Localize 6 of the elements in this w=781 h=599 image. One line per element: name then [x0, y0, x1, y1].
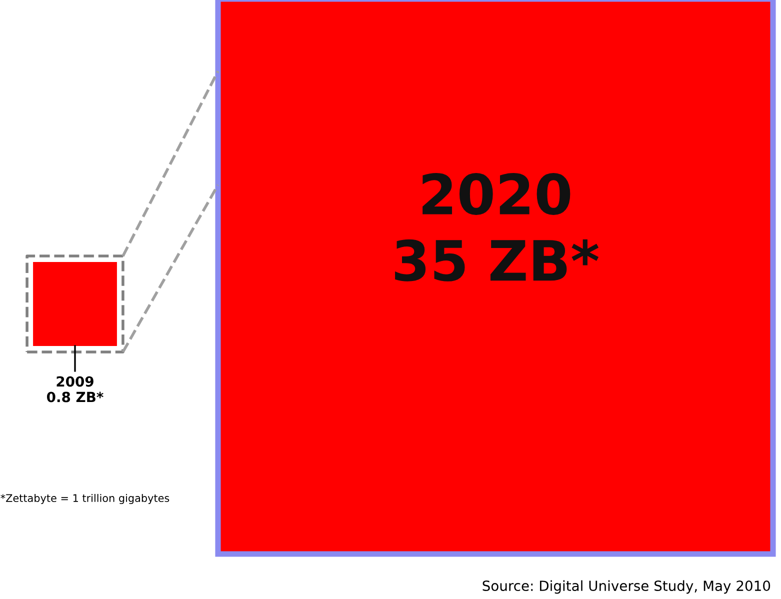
- text: *Zettabyte = 1 trillion gigabytes: [0, 494, 170, 504]
- data-label: 0.8 ZB*: [46, 392, 104, 402]
- category-label: 2020: [422, 172, 570, 216]
- data-label: 35 ZB*: [395, 239, 599, 282]
- category-label: 2009: [56, 376, 94, 387]
- source-note: Source: Digital Universe Study, May 2010: [482, 580, 770, 594]
